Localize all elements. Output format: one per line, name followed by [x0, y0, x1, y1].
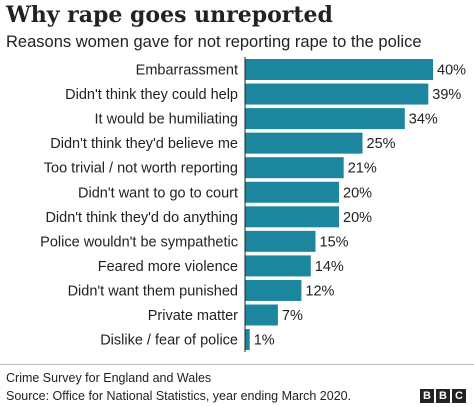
category-label: Didn't think they could help [65, 87, 238, 103]
value-label: 39% [432, 87, 461, 103]
value-label: 40% [437, 63, 466, 79]
value-label: 14% [315, 259, 344, 275]
bar-chart: Embarrassment 40% Didn't think they could … [40, 57, 466, 353]
bar [245, 83, 429, 105]
bbc-logo: B B C [420, 389, 466, 403]
category-label: Police wouldn't be sympathetic [40, 234, 238, 250]
category-label: Didn't think they'd do anything [45, 210, 238, 226]
category-label: Didn't want them punished [68, 283, 238, 299]
bar [245, 157, 344, 179]
value-label: 1% [254, 333, 275, 349]
chart-title: Why rape goes unreported [6, 2, 333, 28]
bar [245, 329, 250, 351]
bar [245, 304, 278, 326]
category-label: It would be humiliating [95, 112, 238, 128]
category-label: Embarrassment [136, 63, 238, 79]
survey-note: Crime Survey for England and Wales [6, 371, 212, 385]
value-label: 34% [409, 112, 438, 128]
bar [245, 132, 363, 154]
logo-letter: C [452, 389, 466, 403]
category-label: Private matter [148, 308, 238, 324]
value-label: 20% [343, 185, 372, 201]
bar [245, 59, 433, 80]
bar [245, 255, 311, 277]
footer-divider [0, 364, 474, 365]
bar [245, 230, 316, 252]
category-label: Didn't think they'd believe me [50, 136, 238, 152]
bar [245, 279, 302, 301]
bar [245, 181, 339, 203]
source-note: Source: Office for National Statistics, … [6, 389, 352, 403]
value-label: 21% [348, 161, 377, 177]
value-label: 20% [343, 210, 372, 226]
value-label: 12% [305, 283, 334, 299]
category-label: Didn't want to go to court [78, 185, 238, 201]
value-label: 15% [320, 234, 349, 250]
value-label: 7% [282, 308, 303, 324]
bar [245, 108, 405, 130]
logo-letter: B [436, 389, 450, 403]
value-label: 25% [367, 136, 396, 152]
category-label: Feared more violence [98, 259, 238, 275]
category-label: Too trivial / not worth reporting [44, 161, 238, 177]
logo-letter: B [420, 389, 434, 403]
chart-subtitle: Reasons women gave for not reporting rap… [6, 33, 422, 51]
category-label: Dislike / fear of police [100, 333, 238, 349]
bar [245, 206, 339, 228]
